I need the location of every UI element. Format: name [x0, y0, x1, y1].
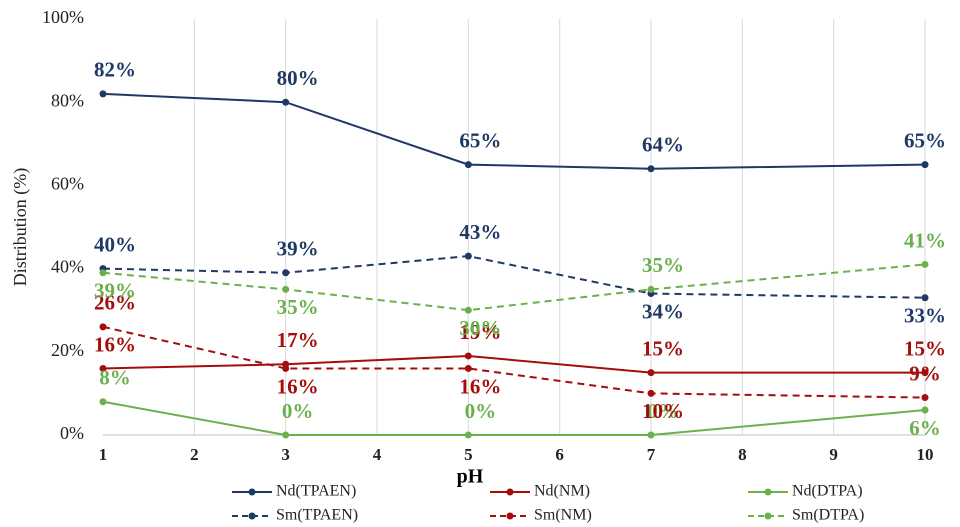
- data-label: 0%: [647, 399, 679, 423]
- marker: [99, 323, 107, 331]
- marker: [921, 394, 929, 402]
- legend-marker: [248, 512, 256, 520]
- data-label: 64%: [642, 133, 684, 157]
- data-label: 43%: [459, 220, 501, 244]
- series-line: [102, 92, 926, 170]
- marker: [464, 364, 472, 372]
- marker: [464, 352, 472, 360]
- data-label: 16%: [94, 332, 136, 356]
- data-label: 35%: [642, 253, 684, 277]
- marker: [647, 369, 655, 377]
- data-label: 39%: [94, 279, 136, 303]
- data-label: 41%: [904, 228, 946, 252]
- series-line: [102, 325, 926, 399]
- marker: [282, 285, 290, 293]
- marker: [99, 398, 107, 406]
- x-tick-label: 2: [190, 445, 199, 464]
- x-tick-label: 10: [917, 445, 934, 464]
- data-label: 15%: [642, 336, 684, 360]
- marker: [282, 269, 290, 277]
- data-label: 40%: [94, 232, 136, 256]
- marker: [464, 252, 472, 260]
- data-label: 30%: [459, 316, 501, 340]
- data-label: 80%: [277, 66, 319, 90]
- marker: [647, 285, 655, 293]
- marker: [647, 389, 655, 397]
- y-tick-label: 80%: [51, 90, 84, 110]
- legend-marker: [506, 512, 514, 520]
- marker: [99, 269, 107, 277]
- legend-marker: [764, 512, 772, 520]
- marker: [921, 260, 929, 268]
- x-tick-label: 1: [99, 445, 108, 464]
- legend-marker: [764, 488, 772, 496]
- series-line: [102, 400, 926, 436]
- legend-label: Nd(NM): [534, 483, 590, 500]
- data-label: 16%: [459, 374, 501, 398]
- marker: [921, 161, 929, 169]
- marker: [99, 364, 107, 372]
- x-tick-label: 9: [829, 445, 838, 464]
- marker: [464, 161, 472, 169]
- data-label: 65%: [459, 128, 501, 152]
- marker: [921, 369, 929, 377]
- data-label: 16%: [277, 374, 319, 398]
- legend-label: Sm(TPAEN): [276, 507, 358, 524]
- legend-label: Nd(TPAEN): [276, 483, 356, 500]
- marker: [282, 431, 290, 439]
- data-label: 39%: [277, 237, 319, 261]
- data-label: 33%: [904, 304, 946, 328]
- x-tick-label: 4: [373, 445, 382, 464]
- y-tick-label: 40%: [51, 257, 84, 277]
- x-tick-label: 3: [281, 445, 290, 464]
- y-tick-label: 100%: [42, 7, 84, 27]
- y-tick-label: 0%: [60, 423, 84, 443]
- legend-label: Nd(DTPA): [792, 483, 863, 500]
- x-tick-label: 6: [555, 445, 564, 464]
- data-label: 15%: [904, 336, 946, 360]
- marker: [282, 98, 290, 106]
- data-label: 65%: [904, 128, 946, 152]
- x-tick-label: 5: [464, 445, 473, 464]
- marker: [282, 364, 290, 372]
- series-line: [102, 263, 926, 312]
- x-tick-label: 7: [647, 445, 656, 464]
- data-label: 17%: [277, 328, 319, 352]
- data-label: 10%: [642, 399, 684, 423]
- marker: [464, 306, 472, 314]
- x-tick-label: 8: [738, 445, 747, 464]
- marker: [921, 406, 929, 414]
- data-label: 26%: [94, 291, 136, 315]
- legend-marker: [248, 488, 256, 496]
- legend-marker: [506, 488, 514, 496]
- legend-label: Sm(DTPA): [792, 507, 864, 524]
- data-label: 0%: [465, 399, 497, 423]
- data-label: 19%: [459, 320, 501, 344]
- data-label: 9%: [909, 361, 941, 385]
- data-label: 6%: [909, 416, 941, 440]
- x-axis-title: pH: [457, 466, 484, 488]
- marker: [99, 90, 107, 98]
- y-tick-label: 20%: [51, 340, 84, 360]
- data-label: 82%: [94, 58, 136, 82]
- y-tick-label: 60%: [51, 174, 84, 194]
- data-label: 0%: [282, 399, 314, 423]
- marker: [464, 431, 472, 439]
- series-line: [102, 354, 925, 374]
- marker: [647, 165, 655, 173]
- data-label: 8%: [99, 366, 131, 390]
- data-label: 34%: [642, 299, 684, 323]
- marker: [921, 294, 929, 302]
- data-label: 35%: [277, 295, 319, 319]
- series-line: [102, 255, 926, 299]
- y-axis-title: Distribution (%): [10, 168, 31, 287]
- marker: [647, 431, 655, 439]
- legend-label: Sm(NM): [534, 507, 592, 524]
